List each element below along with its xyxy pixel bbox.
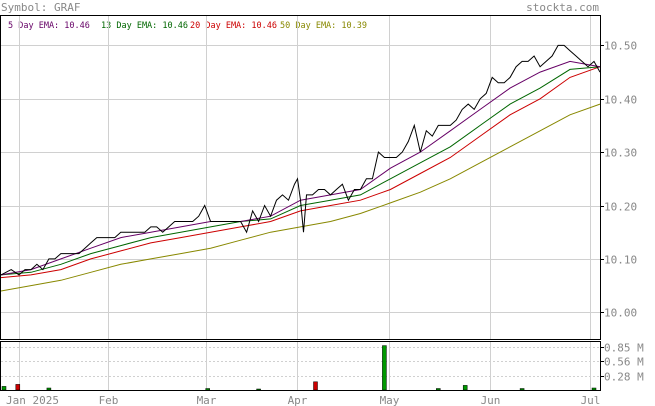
volume-bar — [462, 385, 468, 391]
price-y-tick-label: 10.00 — [604, 307, 637, 320]
price-y-tick-label: 10.10 — [604, 254, 637, 267]
series-line-ema13 — [0, 66, 601, 276]
x-tick-label: Jun — [481, 394, 501, 406]
x-tick-label: Jul — [581, 394, 601, 406]
legend-ema50: 50 Day EMA: 10.39 — [280, 21, 367, 31]
x-tick-label: May — [380, 394, 400, 406]
price-series-group — [0, 44, 601, 292]
volume-y-tick-label: 0.56 M — [604, 356, 644, 369]
series-line-ema20 — [0, 66, 601, 279]
price-panel-frame — [0, 15, 601, 340]
volume-bar — [1, 386, 7, 391]
ema-legend: 5 Day EMA: 10.46 13 Day EMA: 10.46 20 Da… — [8, 21, 367, 31]
symbol-label: Symbol: GRAF — [1, 1, 80, 14]
volume-bar — [15, 384, 21, 391]
price-y-tick-label: 10.40 — [604, 94, 637, 107]
price-y-tick-label: 10.20 — [604, 201, 637, 214]
series-line-price — [0, 44, 601, 276]
x-tick-label: Apr — [288, 394, 308, 406]
price-grid — [1, 16, 600, 339]
volume-bar — [519, 388, 525, 391]
series-line-ema50 — [0, 103, 601, 292]
volume-grid — [1, 342, 600, 390]
volume-y-axis: 0.85 M0.56 M 0.28 M — [600, 342, 644, 384]
price-y-tick-label: 10.50 — [604, 40, 637, 53]
volume-y-tick-label: 0.28 M — [604, 371, 644, 384]
volume-bar — [46, 387, 52, 391]
brand-label: stockta.com — [526, 1, 599, 14]
volume-bars-group — [1, 345, 597, 391]
price-y-tick-label: 10.30 — [604, 147, 637, 160]
volume-panel-frame — [0, 341, 601, 391]
legend-ema5: 5 Day EMA: 10.46 — [8, 21, 90, 31]
volume-y-tick-label: 0.85 M — [604, 342, 644, 355]
legend-ema20: 20 Day EMA: 10.46 — [190, 21, 277, 31]
legend-ema13: 13 Day EMA: 10.46 — [101, 21, 188, 31]
volume-bar — [205, 388, 210, 391]
x-tick-label: Mar — [197, 394, 217, 406]
price-y-axis: 10.50 10.40 10.30 10.20 10.10 10.00 — [600, 40, 637, 320]
x-axis: Jan 2025 Feb Mar Apr May Jun Jul — [6, 394, 600, 406]
volume-bar — [591, 387, 597, 391]
volume-bar — [436, 388, 441, 391]
volume-bar — [313, 381, 318, 391]
volume-bar — [382, 345, 387, 391]
volume-bar — [256, 388, 261, 391]
x-tick-label: Jan 2025 — [6, 394, 59, 406]
x-tick-label: Feb — [99, 394, 119, 406]
